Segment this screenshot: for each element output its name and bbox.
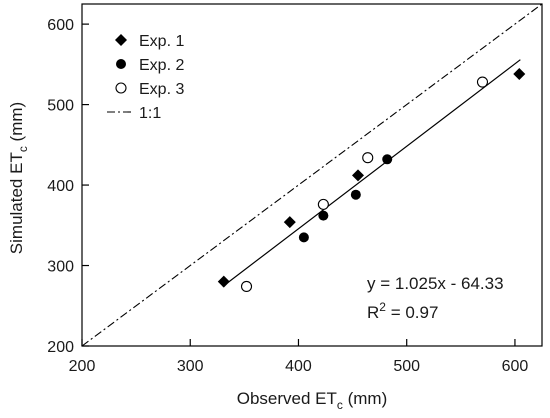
x-tick-label: 500 bbox=[393, 358, 420, 375]
r2-prefix: R bbox=[367, 303, 379, 322]
y-axis-title-unit: (mm) bbox=[7, 102, 26, 146]
data-point-exp2 bbox=[382, 154, 393, 165]
y-tick-label: 500 bbox=[47, 98, 74, 115]
legend-label-exp1: Exp. 1 bbox=[139, 33, 184, 50]
x-axis-title-main: Observed ET bbox=[237, 389, 337, 408]
x-axis-title-sub: c bbox=[337, 398, 343, 412]
legend-label-exp3: Exp. 3 bbox=[139, 81, 184, 98]
x-axis-title-unit: (mm) bbox=[343, 389, 387, 408]
x-tick-label: 300 bbox=[177, 358, 204, 375]
y-tick-label: 300 bbox=[47, 259, 74, 276]
y-axis-title-sub: c bbox=[16, 146, 30, 152]
plot-area bbox=[82, 4, 542, 346]
legend: Exp. 1 Exp. 2 Exp. 3 1:1 bbox=[107, 33, 184, 122]
data-point-exp1 bbox=[352, 169, 364, 182]
legend-marker-exp3 bbox=[115, 82, 127, 94]
legend-label-exp2: Exp. 2 bbox=[139, 57, 184, 74]
legend-marker-exp2 bbox=[116, 59, 126, 69]
legend-label-1to1: 1:1 bbox=[139, 105, 161, 122]
data-point-exp3 bbox=[317, 198, 329, 210]
data-point-exp2 bbox=[350, 189, 361, 200]
data-point-exp2 bbox=[298, 232, 309, 243]
data-markers bbox=[217, 68, 526, 293]
data-point-exp3 bbox=[240, 280, 253, 293]
data-point-exp1 bbox=[217, 275, 230, 288]
x-tick-label: 400 bbox=[285, 358, 312, 375]
r2-superscript: 2 bbox=[379, 300, 386, 314]
data-point-exp3 bbox=[362, 152, 374, 164]
regression-equation: y = 1.025x - 64.33 bbox=[367, 274, 504, 293]
y-axis-title: Simulated ETc (mm) bbox=[7, 102, 30, 254]
y-tick-label: 200 bbox=[47, 339, 74, 356]
r2-suffix: = 0.97 bbox=[386, 303, 438, 322]
r-squared-label: R2 = 0.97 bbox=[367, 300, 438, 322]
legend-marker-exp1 bbox=[115, 34, 127, 46]
y-axis-ticks: 200 300 400 500 600 bbox=[47, 17, 89, 356]
y-tick-label: 400 bbox=[47, 178, 74, 195]
x-tick-label: 600 bbox=[502, 358, 529, 375]
data-point-exp1 bbox=[283, 216, 296, 229]
data-point-exp1 bbox=[513, 68, 526, 81]
y-axis-title-main: Simulated ET bbox=[7, 152, 26, 254]
reference-line-1to1 bbox=[82, 4, 542, 346]
x-axis-title: Observed ETc (mm) bbox=[237, 389, 388, 412]
y-tick-label: 600 bbox=[47, 17, 74, 34]
x-tick-label: 200 bbox=[69, 358, 96, 375]
data-point-exp2 bbox=[318, 210, 329, 221]
x-axis-ticks: 200 300 400 500 600 bbox=[69, 339, 529, 375]
plot-frame bbox=[81, 3, 543, 347]
data-point-exp3 bbox=[476, 76, 489, 88]
regression-fit-line bbox=[222, 59, 521, 287]
